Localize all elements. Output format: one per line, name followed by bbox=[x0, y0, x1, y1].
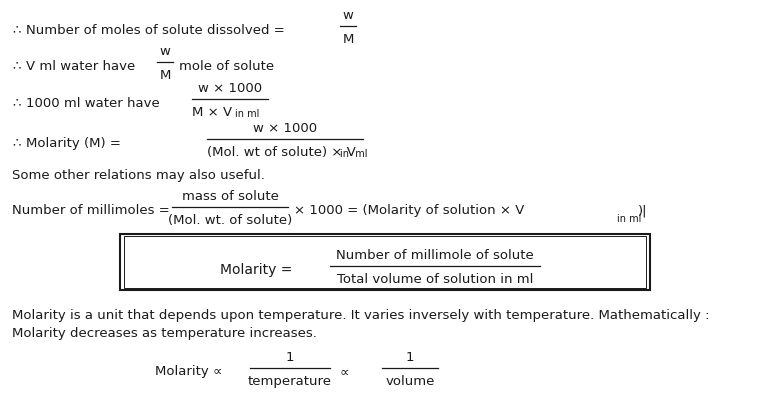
Text: in  ml: in ml bbox=[340, 149, 368, 159]
Text: 1000 ml water have: 1000 ml water have bbox=[26, 96, 160, 110]
Text: (Mol. wt of solute) × V: (Mol. wt of solute) × V bbox=[207, 146, 356, 159]
Text: Number of millimole of solute: Number of millimole of solute bbox=[336, 249, 534, 262]
Text: ∴: ∴ bbox=[12, 137, 21, 150]
Text: w: w bbox=[160, 45, 170, 58]
Text: Molarity (M) =: Molarity (M) = bbox=[26, 137, 121, 150]
Text: in ml: in ml bbox=[235, 109, 260, 119]
Text: temperature: temperature bbox=[248, 375, 332, 388]
Text: mole of solute: mole of solute bbox=[179, 60, 274, 73]
Text: Some other relations may also useful.: Some other relations may also useful. bbox=[12, 170, 265, 183]
Text: ∝: ∝ bbox=[340, 366, 349, 378]
Text: M × V: M × V bbox=[192, 106, 232, 119]
Text: mass of solute: mass of solute bbox=[181, 190, 279, 203]
Text: (Mol. wt. of solute): (Mol. wt. of solute) bbox=[168, 214, 292, 227]
Text: M: M bbox=[343, 33, 354, 46]
Text: ∴: ∴ bbox=[12, 96, 21, 110]
Text: 1: 1 bbox=[406, 351, 414, 364]
Text: )|: )| bbox=[638, 204, 647, 218]
Text: Total volume of solution in ml: Total volume of solution in ml bbox=[337, 273, 533, 286]
Text: w × 1000: w × 1000 bbox=[253, 122, 317, 135]
Text: ∴: ∴ bbox=[12, 23, 21, 37]
Text: volume: volume bbox=[386, 375, 435, 388]
Text: ∴: ∴ bbox=[12, 60, 21, 73]
Text: Molarity decreases as temperature increases.: Molarity decreases as temperature increa… bbox=[12, 328, 317, 341]
Text: w: w bbox=[343, 9, 353, 22]
Text: 1: 1 bbox=[286, 351, 294, 364]
Text: Molarity is a unit that depends upon temperature. It varies inversely with tempe: Molarity is a unit that depends upon tem… bbox=[12, 309, 710, 322]
Text: M: M bbox=[159, 69, 170, 82]
Text: w × 1000: w × 1000 bbox=[198, 82, 262, 95]
Text: × 1000 = (Molarity of solution × V: × 1000 = (Molarity of solution × V bbox=[294, 204, 525, 218]
Text: Molarity =: Molarity = bbox=[220, 263, 293, 277]
Text: in ml: in ml bbox=[617, 214, 641, 224]
Text: Number of moles of solute dissolved =: Number of moles of solute dissolved = bbox=[26, 23, 285, 37]
Text: V ml water have: V ml water have bbox=[26, 60, 135, 73]
Text: Molarity ∝: Molarity ∝ bbox=[155, 366, 223, 378]
Text: Number of millimoles =: Number of millimoles = bbox=[12, 204, 170, 218]
